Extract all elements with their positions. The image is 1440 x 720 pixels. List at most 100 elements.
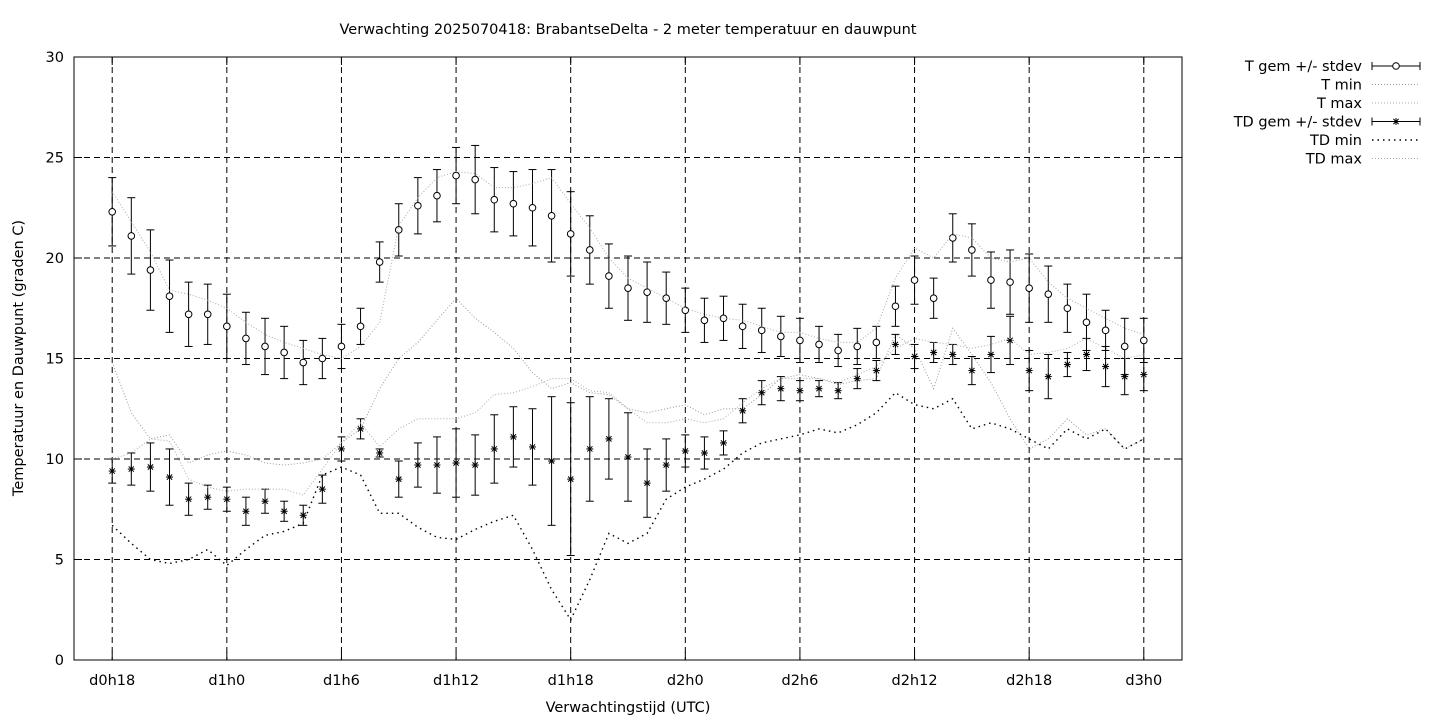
data-point: [1121, 373, 1129, 381]
legend: T gem +/- stdev T min T max TD gem +/- stde…: [1233, 59, 1421, 168]
data-point: [643, 479, 651, 487]
data-point: [757, 326, 766, 335]
data-point: [490, 195, 499, 204]
data-point: [1044, 290, 1053, 298]
legend-label: TD max: [1305, 152, 1363, 168]
data-point: [624, 284, 632, 292]
data-point: [891, 302, 900, 311]
data-point: [146, 266, 155, 274]
data-point: [815, 385, 823, 393]
x-tick-label: d1h18: [548, 673, 594, 689]
data-point: [1006, 278, 1014, 286]
data-point: [509, 433, 517, 441]
data-point: [1140, 371, 1148, 379]
data-point: [471, 461, 479, 469]
y-tick-label: 0: [55, 653, 64, 669]
data-point: [605, 435, 613, 443]
x-tick-label: d2h6: [782, 673, 819, 689]
data-point: [796, 336, 804, 345]
data-point: [853, 375, 861, 383]
data-point: [280, 348, 288, 357]
data-point: [739, 407, 747, 415]
data-point: [376, 449, 384, 457]
data-point: [1063, 361, 1071, 369]
data-point: [700, 316, 709, 325]
x-tick-label: d0h18: [89, 673, 135, 689]
plot-frame: [73, 56, 1183, 661]
legend-label: T max: [1316, 96, 1362, 112]
data-point: [223, 495, 231, 503]
series-layer: [108, 144, 1148, 622]
data-point: [395, 475, 403, 483]
data-point: [127, 232, 136, 240]
data-point: [375, 258, 384, 266]
data-point: [261, 497, 269, 505]
x-tick-label: d2h18: [1006, 673, 1052, 689]
data-point: [337, 342, 346, 351]
data-point: [471, 175, 479, 184]
axis-ticks: 0 5 10 15 20 25 30 d0h18 d1h0 d1h6 d1h12 d1h18 d2h0 d…: [46, 50, 1182, 689]
data-point: [357, 425, 365, 433]
data-point: [1102, 363, 1110, 371]
data-point: [433, 191, 441, 200]
data-point: [223, 322, 231, 331]
y-tick-label: 10: [46, 452, 64, 468]
grid: [74, 57, 1182, 660]
data-point: [414, 461, 422, 469]
legend-label: TD gem +/- stdev: [1233, 115, 1363, 131]
data-point: [566, 230, 575, 238]
series-td-min: [111, 391, 1145, 622]
data-point: [662, 461, 670, 469]
y-axis-label: Temperatuur en Dauwpunt (graden C): [11, 220, 27, 497]
data-point: [1139, 336, 1148, 345]
data-point: [929, 294, 938, 303]
data-point: [987, 276, 995, 284]
data-point: [643, 288, 651, 296]
data-point: [796, 387, 804, 395]
data-point: [433, 461, 441, 469]
data-point: [184, 310, 193, 319]
series-td-max: [112, 337, 1144, 496]
data-point: [815, 340, 823, 349]
series-line: [111, 391, 1145, 622]
data-point: [108, 207, 117, 216]
data-point: [1101, 326, 1110, 335]
data-point: [872, 338, 881, 347]
data-point: [185, 495, 193, 503]
data-point: [337, 445, 345, 453]
legend-label: T gem +/- stdev: [1244, 59, 1363, 75]
data-point: [586, 445, 594, 453]
data-point: [968, 246, 976, 254]
series-t-max: [111, 171, 1144, 360]
data-point: [280, 507, 288, 515]
data-point: [872, 367, 880, 375]
data-point: [700, 449, 708, 457]
x-tick-label: d3h0: [1125, 673, 1162, 689]
data-point: [299, 511, 307, 519]
data-point: [681, 447, 689, 455]
data-point: [834, 346, 842, 355]
data-point: [548, 457, 556, 465]
series-t-gem-stdev: [108, 144, 1148, 386]
data-point: [1063, 304, 1072, 313]
data-point: [108, 467, 116, 475]
legend-label: T min: [1320, 78, 1362, 94]
data-point: [738, 322, 747, 331]
y-tick-label: 20: [46, 251, 64, 267]
data-point: [261, 342, 269, 351]
x-tick-label: d2h12: [892, 673, 938, 689]
legend-label: TD min: [1309, 133, 1362, 149]
data-point: [777, 332, 785, 341]
data-point: [758, 389, 766, 397]
data-point: [605, 272, 613, 280]
data-point: [146, 463, 154, 471]
x-axis-label: Verwachtingstijd (UTC): [546, 700, 711, 716]
series-td-gem-stdev: [108, 315, 1148, 556]
data-point: [681, 306, 690, 315]
data-point: [452, 171, 460, 180]
data-point: [528, 203, 537, 212]
data-point: [318, 485, 326, 493]
data-point: [547, 211, 556, 220]
data-point: [1082, 350, 1090, 358]
